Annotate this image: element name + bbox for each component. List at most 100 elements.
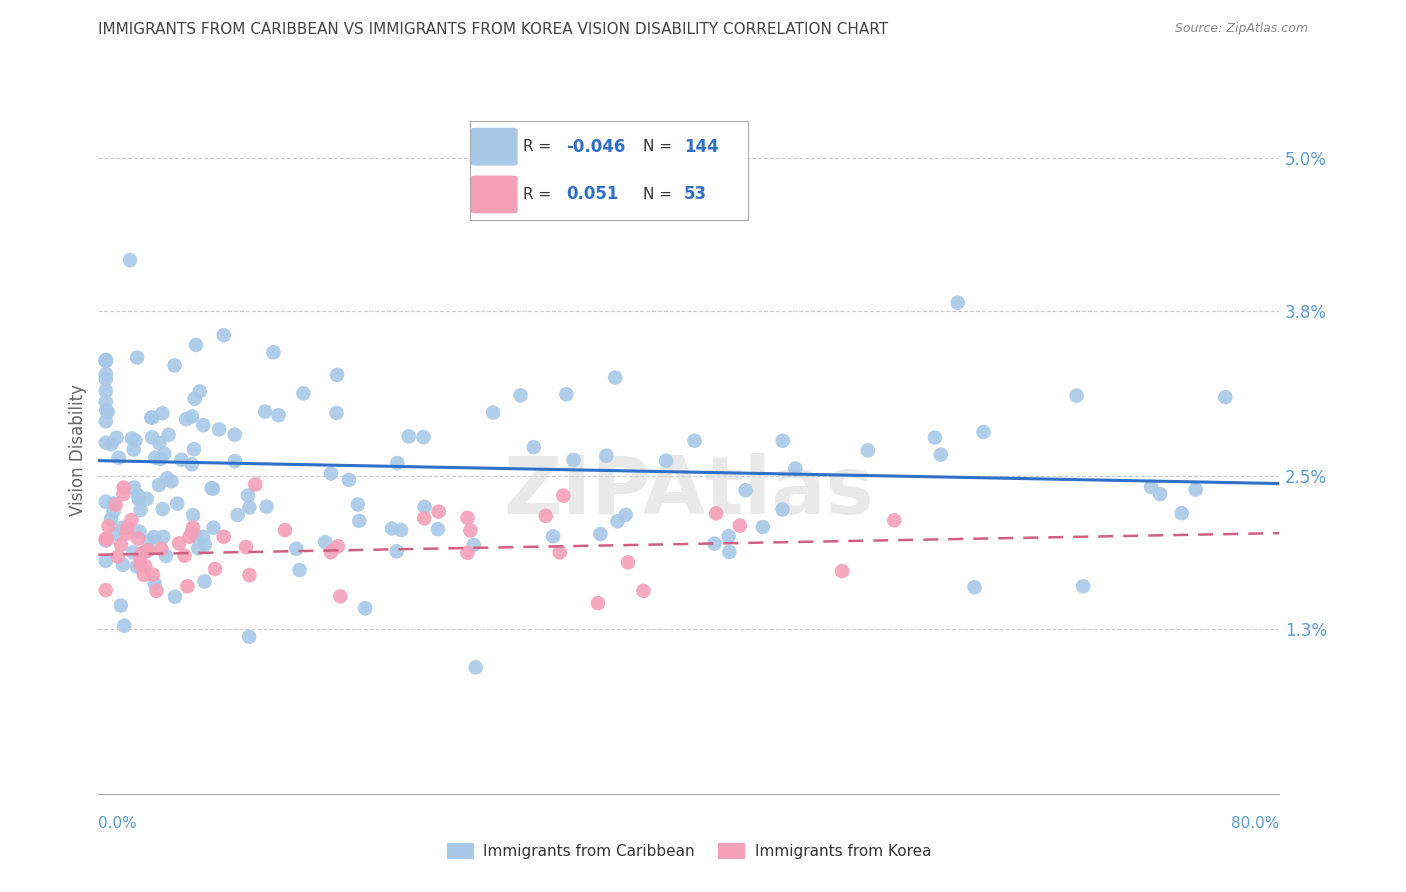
Point — [94, 494, 117, 508]
Point — [972, 425, 994, 439]
Point — [122, 481, 145, 495]
Point — [141, 410, 163, 425]
Point — [112, 618, 135, 632]
Point — [176, 579, 198, 593]
Point — [96, 405, 118, 419]
Point — [1184, 483, 1206, 497]
Point — [703, 536, 725, 550]
Point — [141, 430, 163, 444]
Point — [555, 387, 578, 401]
Point — [163, 359, 186, 373]
Point — [463, 538, 485, 552]
Point — [127, 489, 149, 503]
Point — [132, 567, 155, 582]
Point — [184, 338, 207, 352]
Point — [523, 440, 546, 454]
Point — [127, 351, 149, 365]
Point — [96, 533, 118, 547]
Point — [110, 599, 132, 613]
Point — [94, 353, 117, 368]
Point — [1170, 506, 1192, 520]
Point — [193, 574, 215, 589]
Point — [131, 546, 153, 560]
Point — [509, 388, 531, 402]
Point — [1071, 579, 1094, 593]
Point — [94, 372, 117, 386]
Text: 80.0%: 80.0% — [1232, 816, 1279, 831]
Point — [548, 545, 571, 559]
Point — [204, 562, 226, 576]
Point — [831, 564, 853, 578]
Point — [326, 539, 349, 553]
Point — [235, 540, 257, 554]
Point — [614, 508, 637, 522]
Point — [136, 543, 159, 558]
Point — [100, 512, 122, 526]
Point — [427, 522, 450, 536]
Point — [212, 530, 235, 544]
Point — [94, 354, 117, 368]
Point — [135, 491, 157, 506]
Point — [128, 524, 150, 539]
Point — [94, 554, 117, 568]
Point — [150, 541, 173, 556]
Point — [163, 590, 186, 604]
Text: Source: ZipAtlas.com: Source: ZipAtlas.com — [1174, 22, 1308, 36]
Point — [194, 538, 217, 552]
Point — [105, 431, 128, 445]
Point — [427, 504, 450, 518]
Text: ZIPAtlas: ZIPAtlas — [503, 452, 875, 531]
Point — [226, 508, 249, 522]
Point — [111, 521, 134, 535]
Point — [606, 514, 628, 528]
Point — [127, 532, 149, 546]
Point — [188, 384, 211, 399]
Point — [482, 405, 505, 419]
Point — [963, 580, 986, 594]
Point — [134, 544, 156, 558]
Point — [245, 477, 267, 491]
Point — [152, 530, 174, 544]
Point — [121, 432, 143, 446]
Point — [856, 443, 879, 458]
Point — [94, 533, 117, 548]
Point — [325, 406, 347, 420]
Point — [104, 527, 127, 541]
Point — [152, 502, 174, 516]
Point — [193, 418, 215, 433]
Point — [157, 427, 180, 442]
Point — [288, 563, 311, 577]
Point — [129, 503, 152, 517]
Point — [319, 467, 342, 481]
Point — [346, 498, 368, 512]
Point — [104, 498, 127, 512]
Point — [413, 511, 436, 525]
Point — [96, 403, 118, 417]
Point — [589, 527, 612, 541]
Point — [460, 524, 482, 538]
Point — [274, 523, 297, 537]
Legend: Immigrants from Caribbean, Immigrants from Korea: Immigrants from Caribbean, Immigrants fr… — [440, 837, 938, 865]
Point — [456, 511, 478, 525]
Point — [212, 328, 235, 343]
Point — [94, 414, 117, 428]
Point — [125, 559, 148, 574]
Point — [1149, 487, 1171, 501]
Point — [464, 660, 486, 674]
Point — [107, 549, 129, 564]
Point — [111, 558, 134, 572]
Point — [329, 590, 352, 604]
Point — [166, 497, 188, 511]
Point — [728, 518, 751, 533]
Point — [236, 489, 259, 503]
Point — [148, 436, 170, 450]
Point — [143, 576, 166, 591]
Point — [173, 549, 195, 563]
Point — [412, 430, 434, 444]
Point — [103, 504, 125, 518]
Point — [94, 395, 117, 409]
Point — [187, 541, 209, 556]
Point — [314, 535, 336, 549]
Point — [103, 496, 125, 510]
Point — [97, 519, 120, 533]
